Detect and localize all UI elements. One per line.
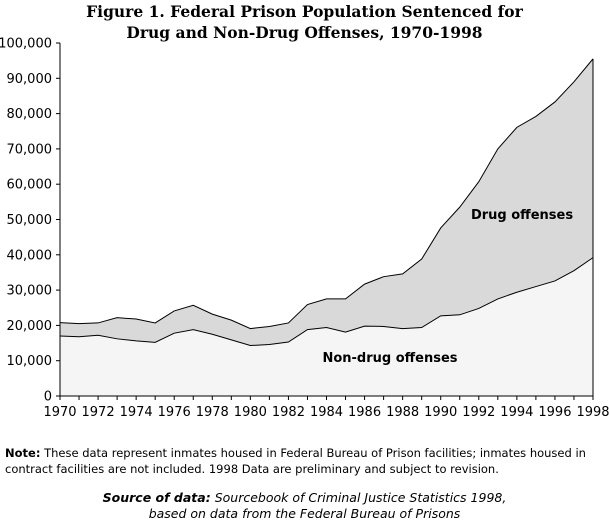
y-tick-label: 0 — [44, 390, 52, 405]
note-text: These data represent inmates housed in F… — [5, 446, 586, 476]
area-chart: 0 10,000 20,000 30,000 40,000 50,000 60,000 70,… — [0, 37, 609, 421]
x-tick-label: 1982 — [272, 405, 305, 420]
x-tick-label: 1996 — [538, 405, 571, 420]
x-tick-label: 1990 — [424, 405, 457, 420]
x-tick-label: 1992 — [462, 405, 495, 420]
chart-ticks: 0 10,000 20,000 30,000 40,000 50,000 60,000 70,… — [0, 37, 609, 421]
y-tick-label: 60,000 — [7, 178, 53, 193]
y-tick-label: 90,000 — [7, 72, 53, 87]
x-tick-label: 1980 — [234, 405, 267, 420]
chart-title-line-2: Drug and Non-Drug Offenses, 1970-1998 — [126, 23, 483, 42]
x-tick-label: 1976 — [158, 405, 191, 420]
x-tick-label: 1984 — [310, 405, 343, 420]
y-tick-label: 100,000 — [0, 37, 52, 52]
chart-title-line-1: Figure 1. Federal Prison Population Sent… — [86, 2, 523, 21]
y-tick-label: 50,000 — [7, 213, 53, 228]
source-citation: Source of data: Sourcebook of Criminal J… — [0, 490, 609, 522]
note-label: Note: — [5, 446, 41, 460]
y-tick-label: 40,000 — [7, 248, 53, 263]
y-tick-label: 80,000 — [7, 107, 53, 122]
y-tick-label: 10,000 — [7, 354, 53, 369]
x-tick-label: 1974 — [120, 405, 153, 420]
line-non-drug-offenses — [59, 257, 594, 347]
chart-areas — [59, 58, 594, 396]
x-tick-label: 1978 — [196, 405, 229, 420]
chart-title: Figure 1. Federal Prison Population Sent… — [0, 1, 609, 43]
y-tick-label: 70,000 — [7, 142, 53, 157]
x-tick-label: 1988 — [386, 405, 419, 420]
y-tick-label: 20,000 — [7, 319, 53, 334]
source-line-1: Sourcebook of Criminal Justice Statistic… — [210, 490, 507, 505]
chart-note: Note: These data represent inmates house… — [5, 445, 605, 477]
line-total-population — [59, 58, 594, 330]
x-tick-label: 1998 — [576, 405, 609, 420]
x-tick-label: 1994 — [500, 405, 533, 420]
x-tick-label: 1970 — [43, 405, 76, 420]
source-label: Source of data: — [102, 490, 211, 505]
area-non-drug-offenses — [60, 257, 593, 396]
x-tick-label: 1986 — [348, 405, 381, 420]
annotation-drug-offenses: Drug offenses — [471, 208, 573, 223]
source-line-2: based on data from the Federal Bureau of… — [148, 506, 461, 521]
y-tick-label: 30,000 — [7, 284, 53, 299]
x-tick-label: 1972 — [82, 405, 115, 420]
annotation-non-drug-offenses: Non-drug offenses — [322, 351, 457, 366]
area-drug-offenses — [60, 58, 593, 346]
